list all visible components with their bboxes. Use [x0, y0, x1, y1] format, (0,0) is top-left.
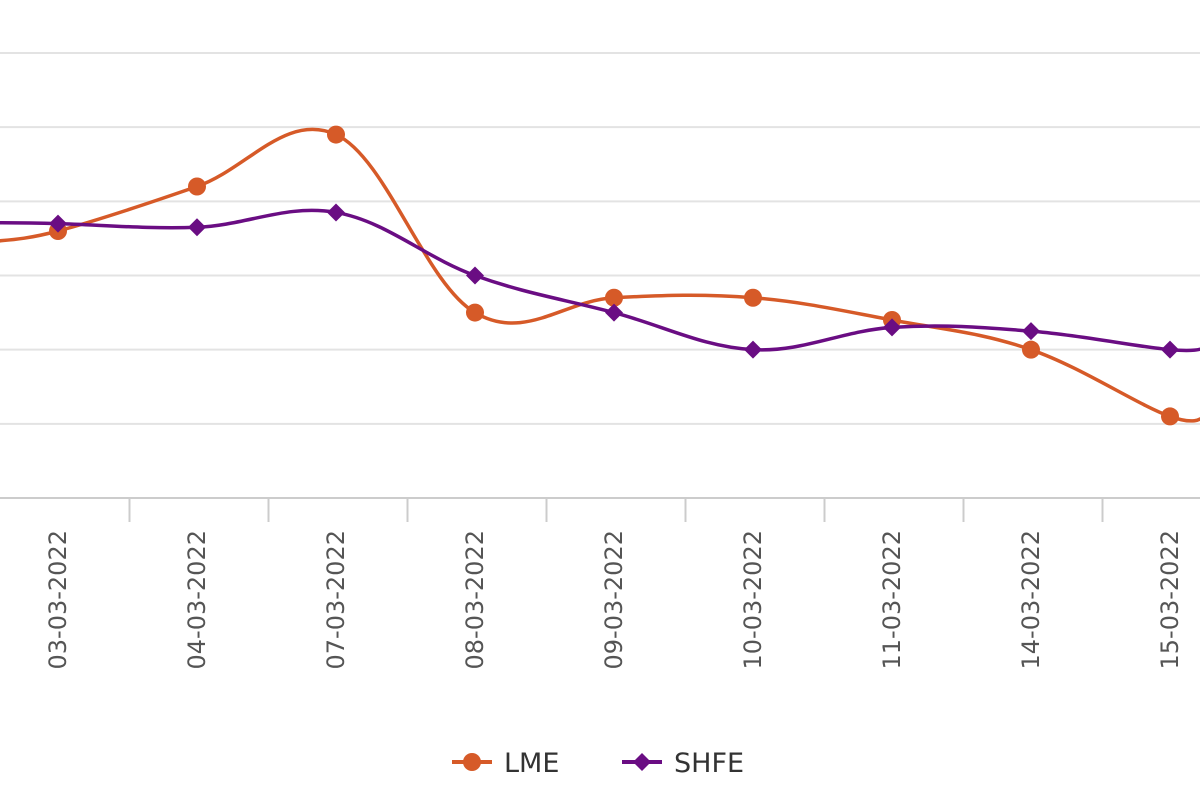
legend-marker-diamond [633, 753, 651, 771]
gridlines [0, 52, 1200, 425]
data-point-diamond[interactable] [605, 303, 623, 322]
data-point-diamond[interactable] [327, 203, 345, 222]
data-point-circle[interactable] [327, 125, 345, 144]
x-tick-label: 07-03-2022 [322, 530, 350, 669]
data-point-circle[interactable] [605, 288, 623, 307]
x-tick-label: 15-03-2022 [1156, 530, 1184, 669]
legend: LME SHFE [452, 748, 744, 779]
data-point-circle[interactable] [1022, 340, 1040, 359]
legend-label: LME [504, 748, 559, 779]
data-point-circle[interactable] [744, 288, 762, 307]
data-point-diamond[interactable] [883, 318, 901, 337]
x-tick-label: 08-03-2022 [461, 530, 489, 669]
legend-marker-circle [463, 753, 481, 771]
legend-item-lme[interactable]: LME [452, 748, 559, 779]
data-point-circle[interactable] [466, 303, 484, 322]
data-point-diamond[interactable] [1161, 340, 1179, 359]
x-tick-label: 14-03-2022 [1017, 530, 1045, 669]
data-point-circle[interactable] [1161, 407, 1179, 426]
data-point-diamond[interactable] [49, 214, 67, 233]
data-point-diamond[interactable] [188, 218, 206, 237]
data-point-diamond[interactable] [1022, 322, 1040, 341]
x-tick-label: 11-03-2022 [878, 530, 906, 669]
x-axis: 03-03-2022 04-03-2022 07-03-2022 08-03-2022… [0, 497, 1200, 669]
x-tick-label: 10-03-2022 [739, 530, 767, 669]
series-group [0, 125, 1200, 426]
series-line [0, 208, 1200, 353]
legend-item-shfe[interactable]: SHFE [622, 748, 744, 779]
data-point-diamond[interactable] [466, 266, 484, 285]
series-shfe [0, 203, 1200, 359]
data-point-circle[interactable] [188, 177, 206, 196]
legend-label: SHFE [674, 748, 744, 779]
x-tick-label: 04-03-2022 [183, 530, 211, 669]
x-tick-label: 09-03-2022 [600, 530, 628, 669]
x-tick-label: 03-03-2022 [44, 530, 72, 669]
data-point-diamond[interactable] [744, 340, 762, 359]
